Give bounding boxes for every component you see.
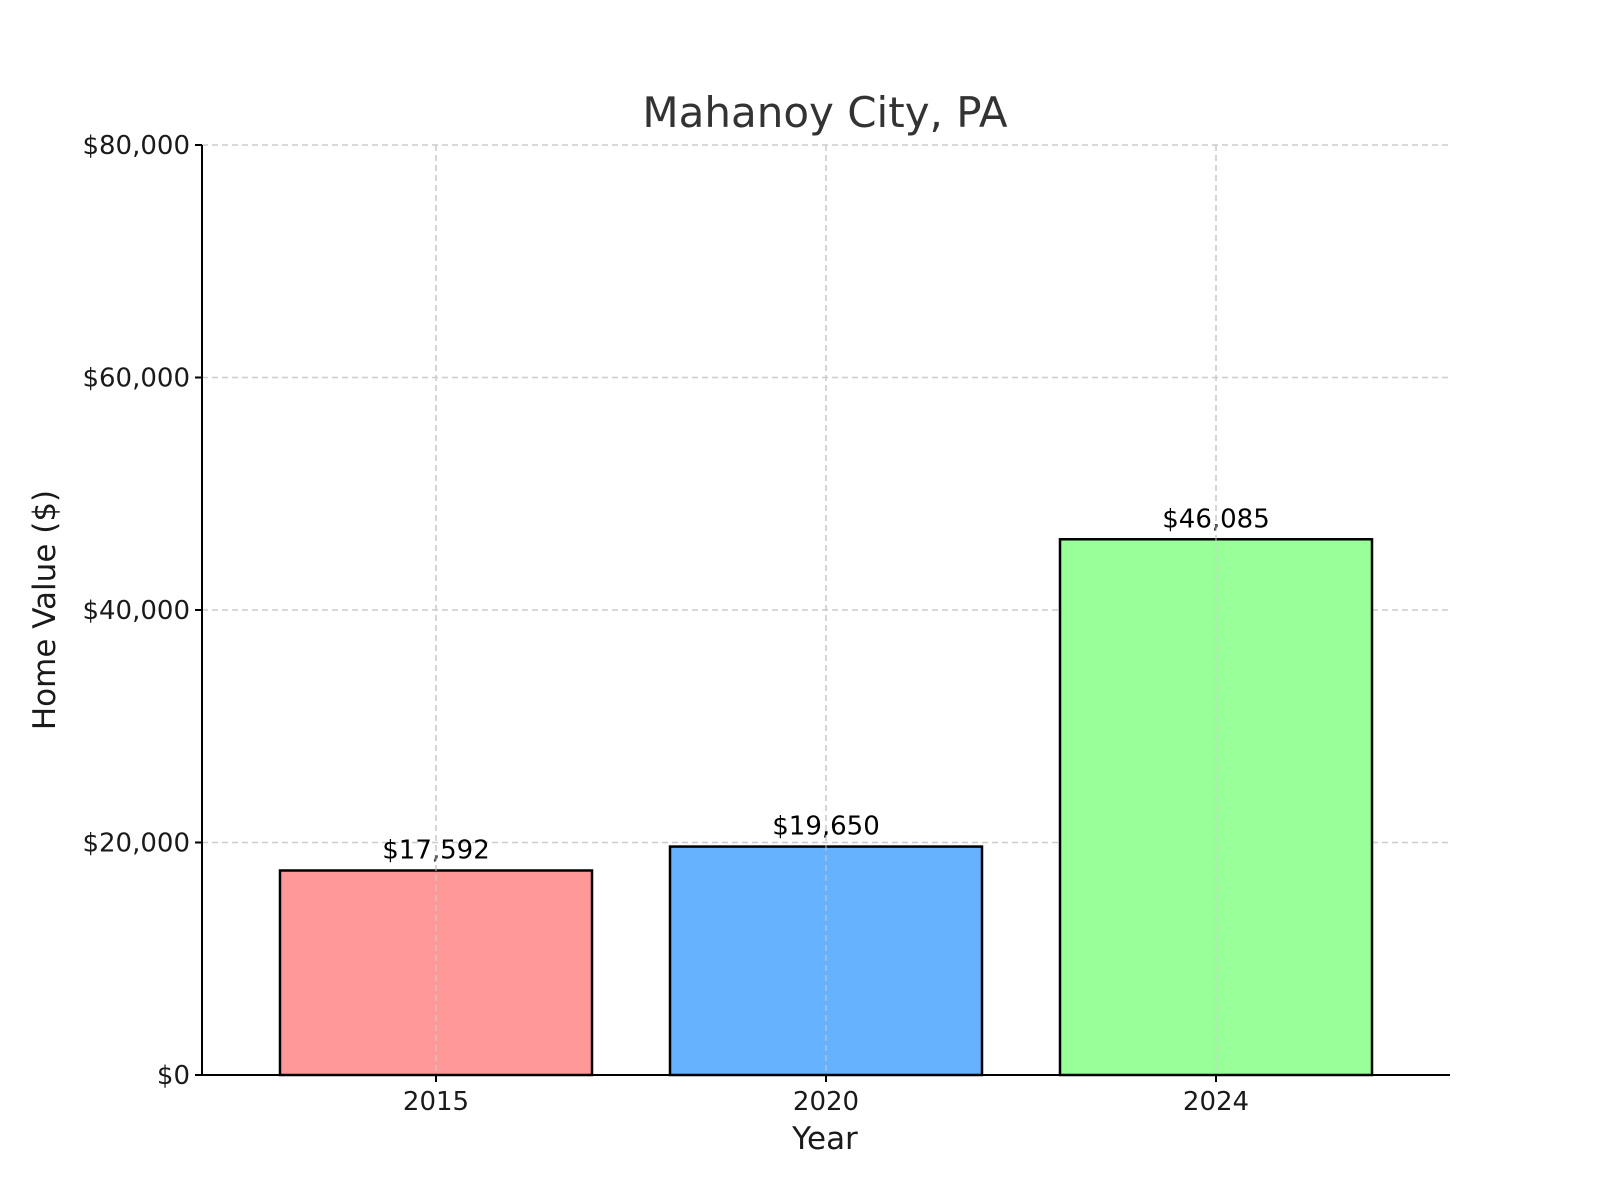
bar-2015 bbox=[278, 869, 594, 1077]
y-tick-label: $20,000 bbox=[82, 829, 190, 859]
y-tick-label: $40,000 bbox=[82, 596, 190, 626]
x-tick-label: 2024 bbox=[1183, 1087, 1249, 1117]
y-axis-label: Home Value ($) bbox=[27, 490, 63, 730]
x-tick-label: 2015 bbox=[403, 1087, 469, 1117]
x-axis-label: Year bbox=[791, 1121, 858, 1157]
value-labels: $17,592$19,650$46,085 bbox=[382, 145, 1270, 1075]
x-tick-label: 2020 bbox=[793, 1087, 859, 1117]
y-tick-label: $0 bbox=[157, 1061, 190, 1091]
chart-title: Mahanoy City, PA bbox=[642, 88, 1008, 137]
y-tick-label: $80,000 bbox=[82, 131, 190, 161]
y-tick-label: $60,000 bbox=[82, 364, 190, 394]
ticks: $0 $20,000 $40,000 $60,000 $80,000 2015 2020 20… bbox=[82, 131, 1249, 1117]
